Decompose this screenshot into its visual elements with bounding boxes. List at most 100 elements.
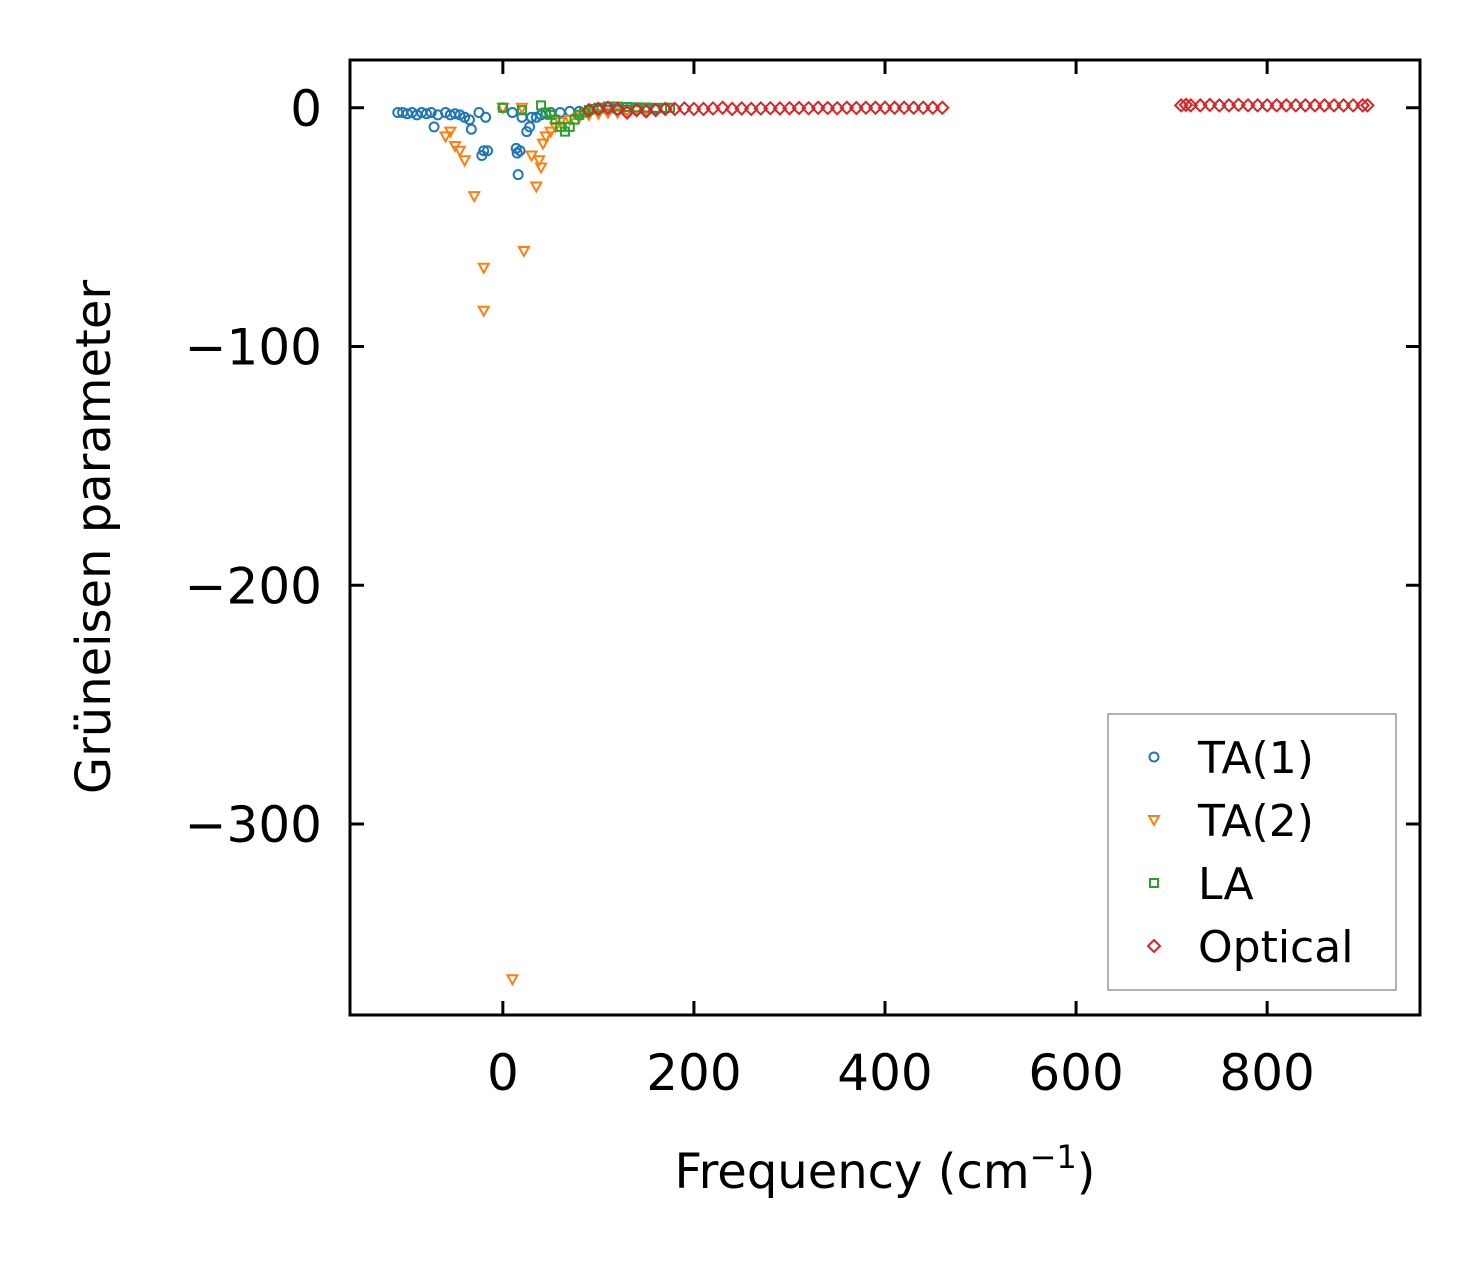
series-ta-2: [438, 102, 653, 987]
data-point: [425, 107, 437, 119]
data-point: [449, 108, 461, 120]
data-point: [529, 181, 543, 194]
data-point: [906, 100, 922, 116]
x-tick-label: 800: [1219, 1044, 1314, 1102]
data-point: [482, 145, 494, 157]
data-point: [820, 100, 836, 116]
x-tick-label: 400: [837, 1044, 932, 1102]
data-point: [515, 102, 529, 115]
data-point: [443, 126, 458, 139]
data-point: [511, 147, 523, 159]
y-axis-label: Grüneisen parameter: [66, 280, 122, 795]
data-point: [887, 100, 902, 116]
data-point: [925, 100, 941, 116]
data-point: [477, 305, 491, 318]
legend-label: Optical: [1198, 922, 1353, 973]
data-point: [1211, 97, 1227, 113]
data-point: [526, 111, 538, 123]
data-point: [600, 100, 616, 116]
y-tick-label: −300: [185, 796, 322, 854]
data-point: [1355, 97, 1371, 113]
data-point: [915, 100, 931, 116]
data-point: [514, 145, 526, 157]
data-point: [1231, 97, 1246, 113]
data-point: [1202, 97, 1218, 113]
data-point: [1178, 97, 1194, 113]
data-point: [516, 105, 527, 116]
x-axis-label-close: ): [1077, 1144, 1096, 1200]
data-point: [610, 101, 625, 117]
data-point: [480, 111, 492, 123]
data-point: [762, 100, 778, 116]
data-point: [1336, 97, 1351, 113]
data-point: [543, 126, 558, 139]
data-point: [1297, 97, 1313, 113]
data-point: [1259, 97, 1275, 113]
data-point: [665, 102, 676, 113]
data-point: [467, 191, 481, 204]
data-point: [477, 262, 491, 275]
data-point: [457, 155, 472, 168]
data-point: [505, 974, 520, 987]
data-point: [517, 246, 531, 259]
data-points: [392, 97, 1375, 987]
y-axis-ticks: 0 −100 −200 −300: [185, 80, 1420, 854]
data-point: [438, 131, 453, 144]
data-point: [791, 100, 807, 116]
data-point: [534, 162, 548, 175]
data-point: [868, 100, 883, 116]
x-axis-label-main: Frequency (cm: [674, 1144, 1029, 1200]
data-point: [686, 101, 702, 117]
data-point: [622, 102, 633, 113]
legend-label: LA: [1198, 859, 1254, 910]
data-point: [1288, 97, 1304, 113]
legend-marker: [1149, 878, 1159, 888]
data-point: [676, 101, 692, 116]
data-point: [465, 123, 477, 135]
legend-marker: [1148, 751, 1160, 763]
data-point: [420, 108, 432, 120]
data-point: [1269, 97, 1285, 113]
y-tick-label: 0: [290, 80, 322, 138]
data-point: [1173, 97, 1189, 113]
data-point: [536, 138, 550, 151]
x-tick-label: 0: [487, 1044, 519, 1102]
legend-marker: [1147, 815, 1161, 828]
data-point: [877, 100, 893, 116]
data-point: [934, 100, 950, 116]
data-point: [601, 107, 615, 120]
data-point: [1326, 97, 1342, 113]
series-optical: [581, 97, 1375, 120]
data-point: [564, 105, 576, 117]
data-point: [1360, 97, 1375, 113]
data-point: [532, 155, 546, 168]
x-axis-label-exponent: −1: [1030, 1138, 1077, 1176]
data-point: [657, 101, 673, 117]
data-point: [641, 102, 652, 113]
y-tick-label: −100: [185, 319, 322, 377]
data-point: [1345, 97, 1361, 113]
data-point: [1240, 97, 1256, 113]
data-point: [629, 102, 645, 118]
x-axis-ticks: 0 200 400 600 800: [487, 60, 1315, 1102]
data-point: [1250, 97, 1266, 113]
data-point: [715, 100, 731, 116]
data-point: [428, 121, 440, 133]
legend-marker: [1146, 938, 1162, 954]
data-point: [478, 145, 490, 157]
data-point: [453, 145, 467, 158]
data-point: [1317, 97, 1332, 113]
data-point: [497, 102, 508, 113]
legend-label: TA(2): [1197, 796, 1314, 847]
data-point: [810, 100, 826, 116]
data-point: [1307, 97, 1323, 113]
data-point: [896, 100, 912, 116]
legend-box: [1107, 713, 1397, 991]
data-point: [839, 100, 855, 116]
data-point: [858, 100, 874, 116]
x-axis-label: Frequency (cm−1): [674, 1138, 1095, 1200]
legend: TA(1) TA(2) LA Optical: [1107, 713, 1397, 991]
y-tick-label: −200: [185, 557, 322, 615]
data-point: [512, 169, 524, 181]
